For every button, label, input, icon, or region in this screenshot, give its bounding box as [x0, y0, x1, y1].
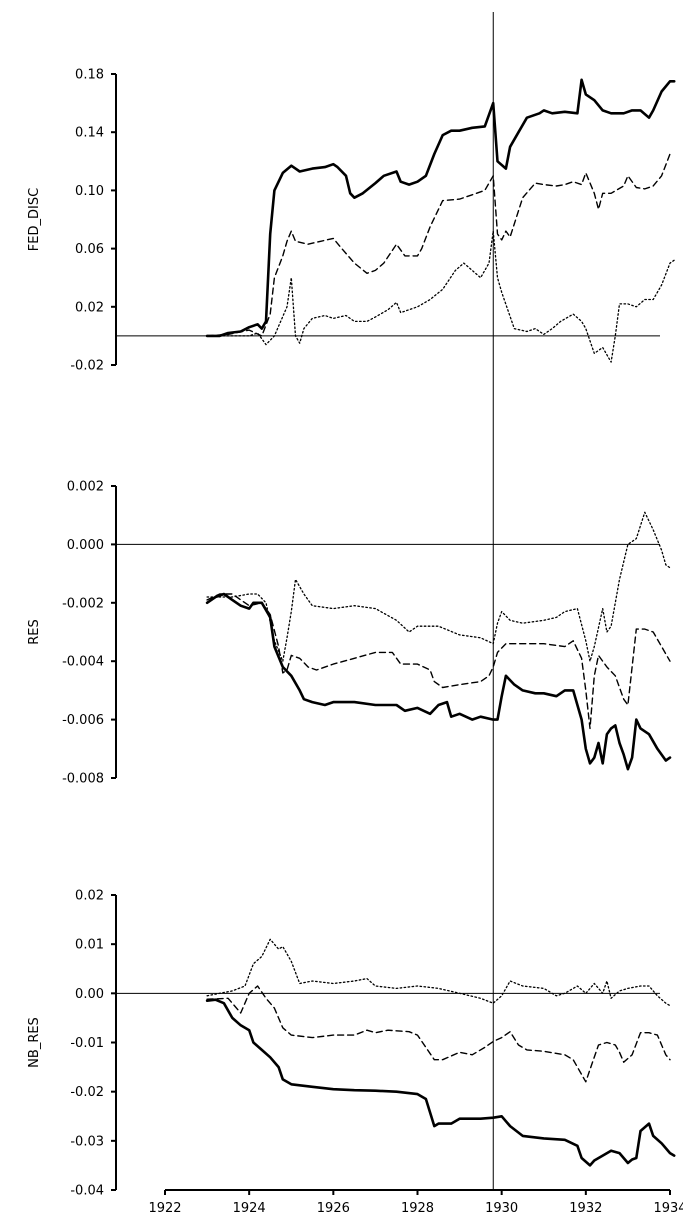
y-tick-label: -0.02 — [70, 359, 104, 374]
series-line-dashed — [206, 985, 671, 1083]
y-tick-label: -0.04 — [70, 1184, 104, 1199]
series-line-solid — [205, 998, 676, 1167]
x-tick-label: 1922 — [148, 1201, 181, 1216]
y-tick-label: 0.01 — [75, 938, 104, 953]
y-axis-label: RES — [27, 619, 42, 645]
series-line-dashed — [206, 153, 671, 337]
y-tick-label: -0.006 — [62, 713, 104, 728]
y-tick-label: 0.14 — [75, 126, 104, 141]
y-tick-label: -0.02 — [70, 1085, 104, 1100]
y-tick-label: 0.06 — [75, 242, 104, 257]
y-tick-label: -0.03 — [70, 1134, 104, 1149]
y-tick-label: 0.18 — [75, 68, 104, 83]
y-axis-label: NB_RES — [27, 1017, 42, 1068]
series-line-solid — [205, 78, 676, 338]
series-line-dotted — [206, 230, 675, 363]
y-tick-label: 0.10 — [75, 184, 104, 199]
y-tick-label: -0.01 — [70, 1036, 104, 1051]
x-tick-label: 1934 — [653, 1201, 683, 1216]
series-line-dotted — [206, 938, 671, 1007]
y-tick-label: -0.002 — [62, 596, 104, 611]
x-tick-label: 1926 — [317, 1201, 350, 1216]
panel-1: 0.002 0.000 -0.002 -0.004 -0.006 -0.008 RES — [27, 480, 672, 787]
y-tick-label: 0.000 — [67, 538, 104, 553]
x-tick-label: 1928 — [401, 1201, 434, 1216]
y-tick-label: 0.02 — [75, 889, 104, 904]
panel-0: 0.18 0.14 0.10 0.06 0.02 -0.02 FED_DISC — [27, 68, 676, 374]
y-tick-label: 0.002 — [67, 480, 104, 495]
y-tick-label: 0.00 — [75, 987, 104, 1002]
x-tick-label: 1930 — [485, 1201, 518, 1216]
y-tick-label: 0.02 — [75, 300, 104, 315]
y-tick-label: -0.008 — [62, 772, 104, 787]
y-tick-label: -0.004 — [62, 655, 104, 670]
series-line-dashed — [206, 593, 671, 730]
y-axis-label: FED_DISC — [27, 188, 42, 251]
x-tick-label: 1932 — [569, 1201, 602, 1216]
x-tick-label: 1924 — [233, 1201, 266, 1216]
panel-2: 0.02 0.01 0.00 -0.01 -0.02 -0.03 -0.04 NB_RES — [27, 889, 676, 1199]
